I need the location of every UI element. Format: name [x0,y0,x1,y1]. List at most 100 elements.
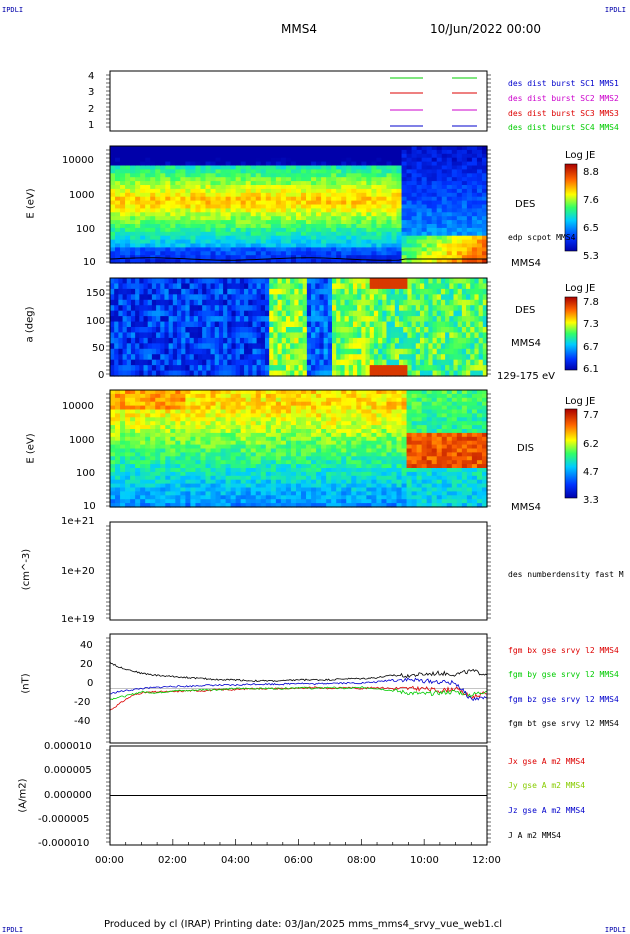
dis-energy-cell [140,448,146,453]
des-energy-cell [471,161,478,167]
des-energy-cell [120,165,126,170]
des-pitch-cell [147,305,153,312]
des-energy-cell [351,208,357,213]
dis-energy-cell [270,405,277,411]
des-pitch-cell [206,278,212,285]
des-energy-cell [326,224,332,229]
des-energy-cell [426,181,433,186]
des-pitch-cell [214,359,220,366]
des-pitch-cell [177,294,182,301]
des-energy-cell [471,216,478,221]
dis-energy-cell [235,425,242,430]
des-energy-cell [175,212,181,217]
des-pitch-cell [466,332,471,339]
des-pitch-cell [302,278,308,285]
des-pitch-cell [130,337,136,344]
des-energy-cell [446,146,453,151]
des-pitch-cell [197,294,203,301]
des-pitch-cell [244,310,249,317]
des-energy-cell [180,251,186,256]
des-pitch-cell [394,294,400,301]
des-energy-cell [376,224,383,229]
dis-energy-cell [170,460,176,465]
des-energy-cell [215,169,222,174]
des-energy-cell [160,208,166,213]
des-pitch-cell [164,365,170,372]
des-pitch-cell [151,310,157,317]
des-energy-cell [150,196,156,202]
des-pitch-cell [210,305,216,312]
des-pitch-cell [277,365,283,372]
des-energy-cell [290,188,297,194]
dis-energy-cell [175,401,181,407]
dis-energy-cell [155,491,161,496]
dis-energy-cell [170,444,176,450]
des-pitch-cell [302,359,308,366]
dis-energy-cell [145,499,151,504]
des-energy-cell [421,157,428,163]
dis-energy-cell [285,429,292,434]
des-energy-cell [115,235,121,241]
des-energy-cell [135,200,141,206]
des-energy-cell [391,208,398,213]
des-energy-cell [321,177,327,182]
dis-energy-cell [190,397,197,403]
des-energy-cell [431,227,438,233]
des-energy-cell [431,185,438,190]
des-pitch-cell [327,321,333,328]
des-pitch-cell [298,305,304,312]
des-energy-cell [431,251,438,256]
dis-energy-cell [260,460,267,465]
des-energy-cell [205,153,212,159]
des-energy-cell [285,231,292,237]
des-energy-cell [200,181,207,186]
des-pitch-cell [482,299,488,306]
des-pitch-cell [193,365,199,372]
des-energy-cell [306,177,312,182]
des-energy-cell [250,173,257,178]
des-energy-cell [205,247,212,252]
des-energy-cell [476,251,483,256]
dis-energy-cell [285,456,292,461]
des-energy-cell [301,239,307,245]
des-energy-cell [366,227,372,233]
des-pitch-cell [470,327,476,334]
des-energy-cell [451,149,458,155]
des-energy-cell [125,169,131,174]
des-pitch-cell [399,305,404,312]
des-pitch-cell [239,283,245,290]
des-energy-cell [140,177,146,182]
des-energy-cell [200,188,207,194]
des-energy-cell [446,212,453,217]
des-energy-cell [235,255,242,260]
des-energy-cell [326,181,332,186]
des-energy-cell [230,161,237,167]
dis-energy-cell [205,468,212,473]
des-energy-cell [476,235,483,241]
dis-energy-cell [260,390,267,395]
dis-energy-cell [200,491,207,496]
des-energy-cell [270,188,277,194]
des-energy-cell [471,200,478,206]
des-pitch-cell [440,332,446,339]
des-energy-cell [210,224,217,229]
des-pitch-cell [365,327,371,334]
des-energy-cell [426,235,433,241]
des-energy-cell [446,173,453,178]
des-pitch-cell [269,316,274,323]
dis-energy-cell [130,413,136,418]
des-energy-cell [270,192,277,198]
des-energy-cell [441,157,448,163]
des-pitch-cell [394,305,400,312]
dis-energy-cell [265,397,272,403]
des-pitch-cell [378,305,383,312]
dis-energy-cell [160,468,166,473]
dis-energy-cell [195,432,202,438]
des-pitch-heatmap [110,278,488,377]
des-energy-cell [140,224,146,229]
des-pitch-cell [315,332,321,339]
dis-energy-cell [270,464,277,469]
des-energy-cell [311,192,317,198]
des-pitch-cell [390,310,396,317]
des-pitch-cell [344,359,350,366]
